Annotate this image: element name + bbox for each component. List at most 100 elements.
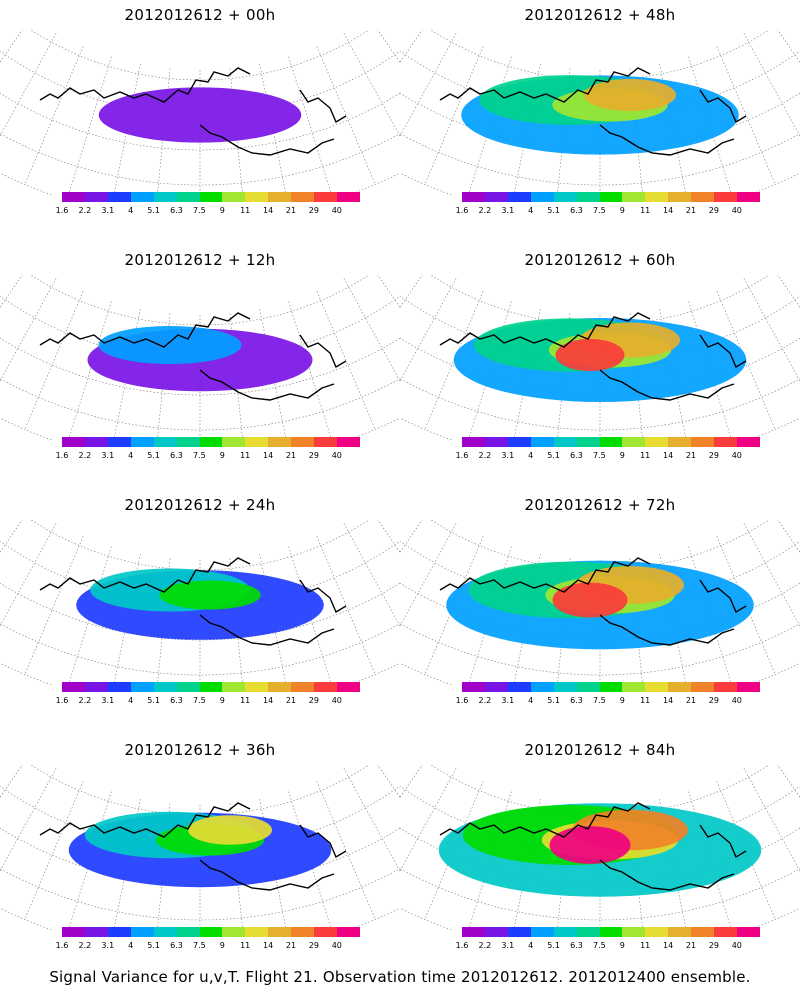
colorbar-tick-label: 6.3 (570, 206, 583, 215)
colorbar-swatch (576, 927, 600, 937)
colorbar-swatch (153, 437, 177, 447)
colorbar (62, 927, 360, 937)
colorbar-tick-label: 29 (308, 941, 319, 950)
colorbar-swatch (176, 682, 200, 692)
colorbar-labels: 1.6 2.2 3.1 4 5.1 6.3 7.5 9 11 14 21 29 40 (440, 206, 778, 218)
colorbar-tick-label: 21 (685, 451, 697, 460)
colorbar-swatch (222, 927, 246, 937)
colorbar-tick-label: 21 (285, 941, 297, 950)
colorbar-tick-label: 29 (308, 206, 319, 215)
polar-map (0, 520, 400, 685)
colorbar-swatch (645, 927, 669, 937)
variance-field (87, 325, 313, 392)
colorbar (462, 927, 760, 937)
colorbar-tick-label: 5.1 (147, 451, 160, 460)
colorbar-swatch (199, 192, 223, 202)
colorbar-tick-label: 11 (640, 451, 651, 460)
colorbar-swatch (107, 437, 131, 447)
colorbar-tick-label: 6.3 (570, 941, 583, 950)
colorbar-tick-label: 5.1 (147, 696, 160, 705)
colorbar-tick-label: 3.1 (501, 451, 515, 460)
panel-title: 2012012612 + 48h (524, 6, 676, 24)
polar-map (0, 765, 400, 930)
colorbar-tick-label: 3.1 (501, 696, 515, 705)
colorbar-swatch (245, 437, 269, 447)
forecast-panel: 2012012612 + 72h 1.6 2.2 3.1 4 5.1 6.3 7.5 9 11 14… (400, 490, 800, 735)
colorbar-tick-label: 11 (640, 941, 651, 950)
colorbar-swatch (668, 192, 692, 202)
colorbar-swatch (199, 927, 223, 937)
colorbar-tick-label: 4 (528, 941, 534, 950)
colorbar-tick-label: 9 (619, 941, 625, 950)
colorbar-tick-label: 6.3 (170, 696, 183, 705)
colorbar-tick-label: 2.2 (78, 696, 92, 705)
colorbar-tick-label: 2.2 (478, 451, 492, 460)
colorbar-swatch (691, 437, 715, 447)
colorbar-tick-label: 7.5 (593, 451, 606, 460)
colorbar-tick-label: 1.6 (455, 696, 469, 705)
colorbar-swatch (737, 192, 760, 202)
colorbar-tick-label: 21 (685, 941, 697, 950)
colorbar-swatch (599, 192, 623, 202)
colorbar-swatch (245, 192, 269, 202)
colorbar-tick-label: 14 (263, 206, 274, 215)
polar-map (400, 520, 800, 685)
colorbar-swatch (507, 927, 531, 937)
colorbar-swatch (337, 682, 360, 692)
colorbar-swatch (553, 437, 577, 447)
colorbar-tick-label: 40 (731, 206, 742, 215)
forecast-panel: 2012012612 + 48h 1.6 2.2 3.1 4 5.1 6.3 7.5 9 11 14… (400, 0, 800, 245)
colorbar-labels: 1.6 2.2 3.1 4 5.1 6.3 7.5 9 11 14 21 29 40 (40, 451, 378, 463)
colorbar-tick-label: 14 (663, 451, 674, 460)
colorbar-swatch (62, 682, 85, 692)
colorbar-swatch (314, 682, 338, 692)
colorbar-tick-label: 2.2 (478, 941, 492, 950)
colorbar-swatch (268, 682, 292, 692)
colorbar-tick-label: 40 (731, 941, 742, 950)
colorbar-swatch (291, 192, 315, 202)
colorbar-swatch (462, 927, 485, 937)
colorbar-tick-label: 1.6 (55, 206, 69, 215)
polar-map (400, 30, 800, 195)
polar-map (0, 30, 400, 195)
colorbar-swatch (645, 682, 669, 692)
polar-map (400, 275, 800, 440)
colorbar-swatch (530, 437, 554, 447)
colorbar-swatch (199, 682, 223, 692)
colorbar-swatch (714, 192, 738, 202)
panel-title: 2012012612 + 84h (524, 741, 676, 759)
variance-field (438, 803, 762, 897)
colorbar-swatch (153, 927, 177, 937)
colorbar-tick-label: 5.1 (547, 941, 560, 950)
colorbar-tick-label: 40 (731, 451, 742, 460)
colorbar-labels: 1.6 2.2 3.1 4 5.1 6.3 7.5 9 11 14 21 29 40 (440, 451, 778, 463)
coastline (39, 67, 347, 156)
colorbar-tick-label: 9 (619, 696, 625, 705)
colorbar-swatch (668, 682, 692, 692)
colorbar-swatch (153, 682, 177, 692)
colorbar-tick-label: 9 (219, 941, 225, 950)
coastline (39, 557, 347, 646)
colorbar-tick-label: 4 (128, 451, 134, 460)
colorbar-tick-label: 4 (128, 206, 134, 215)
variance-field (68, 811, 332, 888)
colorbar-tick-label: 21 (685, 206, 697, 215)
polar-map (0, 275, 400, 440)
coastline (439, 802, 747, 891)
colorbar-swatch (314, 192, 338, 202)
colorbar-tick-label: 1.6 (55, 451, 69, 460)
colorbar-swatch (84, 682, 108, 692)
forecast-panel: 2012012612 + 60h 1.6 2.2 3.1 4 5.1 6.3 7.5 9 11 14… (400, 245, 800, 490)
colorbar-swatch (462, 682, 485, 692)
colorbar-swatch (268, 192, 292, 202)
coastline (39, 312, 347, 401)
colorbar-tick-label: 11 (240, 696, 251, 705)
colorbar-tick-label: 6.3 (170, 451, 183, 460)
colorbar-tick-label: 5.1 (547, 696, 560, 705)
colorbar-tick-label: 2.2 (478, 696, 492, 705)
colorbar-swatch (62, 437, 85, 447)
colorbar-tick-label: 21 (285, 206, 297, 215)
colorbar-tick-label: 40 (331, 451, 342, 460)
colorbar-swatch (484, 927, 508, 937)
colorbar-swatch (222, 437, 246, 447)
